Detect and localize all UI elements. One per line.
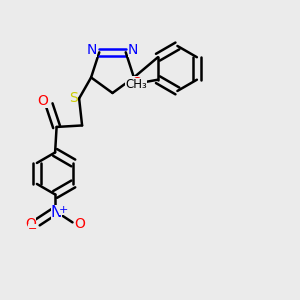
- Text: O: O: [131, 76, 142, 90]
- Text: O: O: [75, 217, 86, 231]
- Text: +: +: [59, 205, 68, 215]
- Text: N: N: [51, 205, 62, 220]
- Text: S: S: [69, 91, 77, 105]
- Text: −: −: [28, 224, 37, 234]
- Text: CH₃: CH₃: [125, 78, 147, 91]
- Text: O: O: [38, 94, 49, 108]
- Text: O: O: [25, 217, 36, 231]
- Text: N: N: [87, 43, 97, 57]
- Text: N: N: [128, 43, 138, 57]
